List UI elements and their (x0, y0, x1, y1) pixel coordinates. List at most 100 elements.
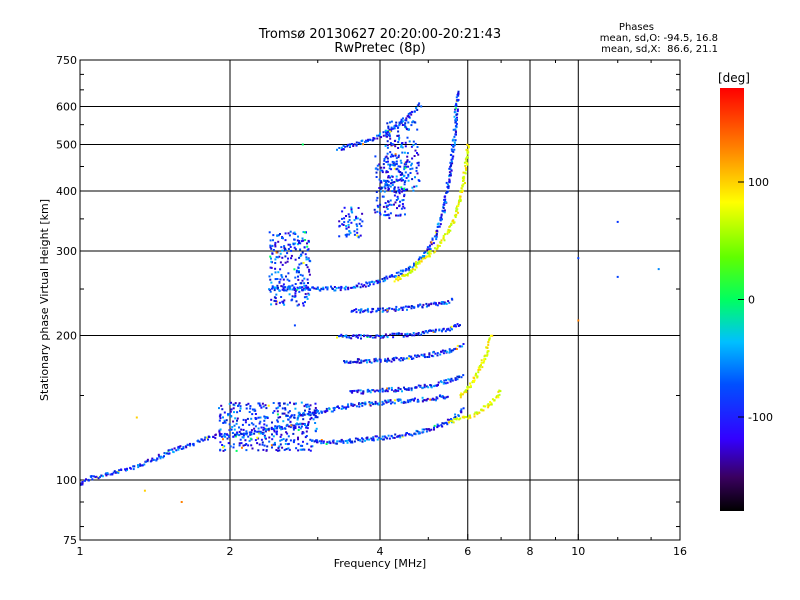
scatter-point (383, 185, 386, 188)
scatter-point (415, 332, 418, 335)
scatter-point (389, 130, 392, 133)
scatter-point (340, 440, 343, 443)
scatter-point (290, 254, 293, 257)
scatter-point (252, 423, 255, 426)
scatter-point (347, 220, 350, 223)
scatter-point (423, 384, 426, 387)
scatter-point (232, 443, 235, 446)
scatter-point (275, 251, 278, 254)
scatter-point (303, 405, 306, 408)
scatter-point (455, 126, 458, 129)
scatter-point (268, 275, 271, 278)
scatter-point (278, 255, 281, 258)
scatter-point (452, 128, 455, 131)
scatter-point (407, 112, 410, 115)
scatter-point (263, 434, 266, 437)
scatter-point (297, 235, 299, 238)
scatter-point (457, 211, 459, 214)
scatter-point (436, 423, 439, 426)
scatter-point (331, 288, 334, 290)
scatter-point (413, 334, 416, 337)
scatter-point (461, 345, 464, 348)
scatter-point (407, 128, 410, 131)
scatter-point (381, 400, 384, 403)
scatter-point (448, 349, 451, 352)
scatter-point (388, 437, 391, 440)
scatter-point (420, 105, 423, 108)
scatter-point (268, 436, 271, 439)
scatter-point (283, 245, 286, 248)
scatter-point (338, 220, 341, 223)
scatter-point (456, 116, 458, 119)
scatter-point (393, 125, 396, 128)
scatter-point (397, 274, 400, 277)
scatter-point (384, 187, 387, 190)
scatter-point (447, 187, 450, 190)
scatter-point (365, 140, 368, 143)
scatter-point (435, 303, 437, 306)
scatter-point (306, 278, 309, 281)
scatter-point (301, 432, 304, 435)
scatter-point (283, 448, 286, 451)
scatter-point (453, 135, 456, 138)
scatter-point (453, 214, 456, 217)
scatter-point (406, 188, 409, 191)
scatter-point (426, 397, 429, 400)
scatter-point (364, 401, 367, 404)
scatter-point (297, 303, 300, 306)
scatter-point (126, 469, 128, 471)
scatter-point (258, 402, 261, 405)
scatter-point (389, 155, 392, 158)
scatter-point (269, 255, 272, 258)
scatter-point (297, 270, 300, 272)
scatter-point (360, 392, 363, 395)
scatter-point (454, 143, 456, 146)
scatter-point (404, 401, 407, 404)
scatter-point (355, 141, 358, 144)
scatter-point (412, 357, 415, 360)
scatter-point (220, 404, 223, 407)
scatter-point (441, 349, 444, 352)
scatter-point (380, 181, 383, 184)
scatter-point (117, 471, 120, 474)
scatter-point (282, 438, 285, 441)
scatter-point (288, 448, 291, 451)
scatter-point (231, 426, 234, 428)
scatter-point (275, 293, 278, 296)
scatter-point (307, 421, 310, 424)
scatter-point (360, 308, 363, 311)
scatter-point (399, 269, 402, 272)
scatter-point (303, 277, 306, 280)
scatter-point (388, 132, 391, 135)
scatter-point (375, 435, 378, 438)
scatter-point (391, 274, 393, 277)
scatter-point (343, 206, 346, 209)
scatter-point (382, 402, 385, 405)
scatter-point (401, 203, 404, 205)
scatter-point (412, 120, 415, 123)
scatter-point (212, 436, 215, 438)
scatter-point (404, 122, 407, 125)
scatter-point (421, 255, 424, 257)
scatter-point (336, 440, 339, 443)
scatter-point (220, 433, 223, 436)
scatter-point (376, 137, 379, 140)
scatter-point (457, 90, 460, 93)
scatter-point (457, 98, 460, 101)
scatter-point (394, 433, 397, 436)
scatter-point (457, 201, 460, 204)
scatter-point (257, 416, 260, 419)
scatter-point (279, 252, 282, 255)
scatter-point (306, 403, 309, 406)
scatter-point (416, 152, 418, 154)
scatter-point (269, 266, 272, 269)
scatter-point (436, 397, 439, 400)
scatter-point (386, 152, 389, 155)
scatter-point (439, 241, 442, 244)
scatter-point (413, 155, 416, 157)
scatter-point (242, 432, 245, 435)
scatter-point (365, 359, 368, 362)
scatter-point (404, 274, 406, 277)
scatter-point (299, 448, 302, 451)
scatter-point (466, 386, 469, 389)
